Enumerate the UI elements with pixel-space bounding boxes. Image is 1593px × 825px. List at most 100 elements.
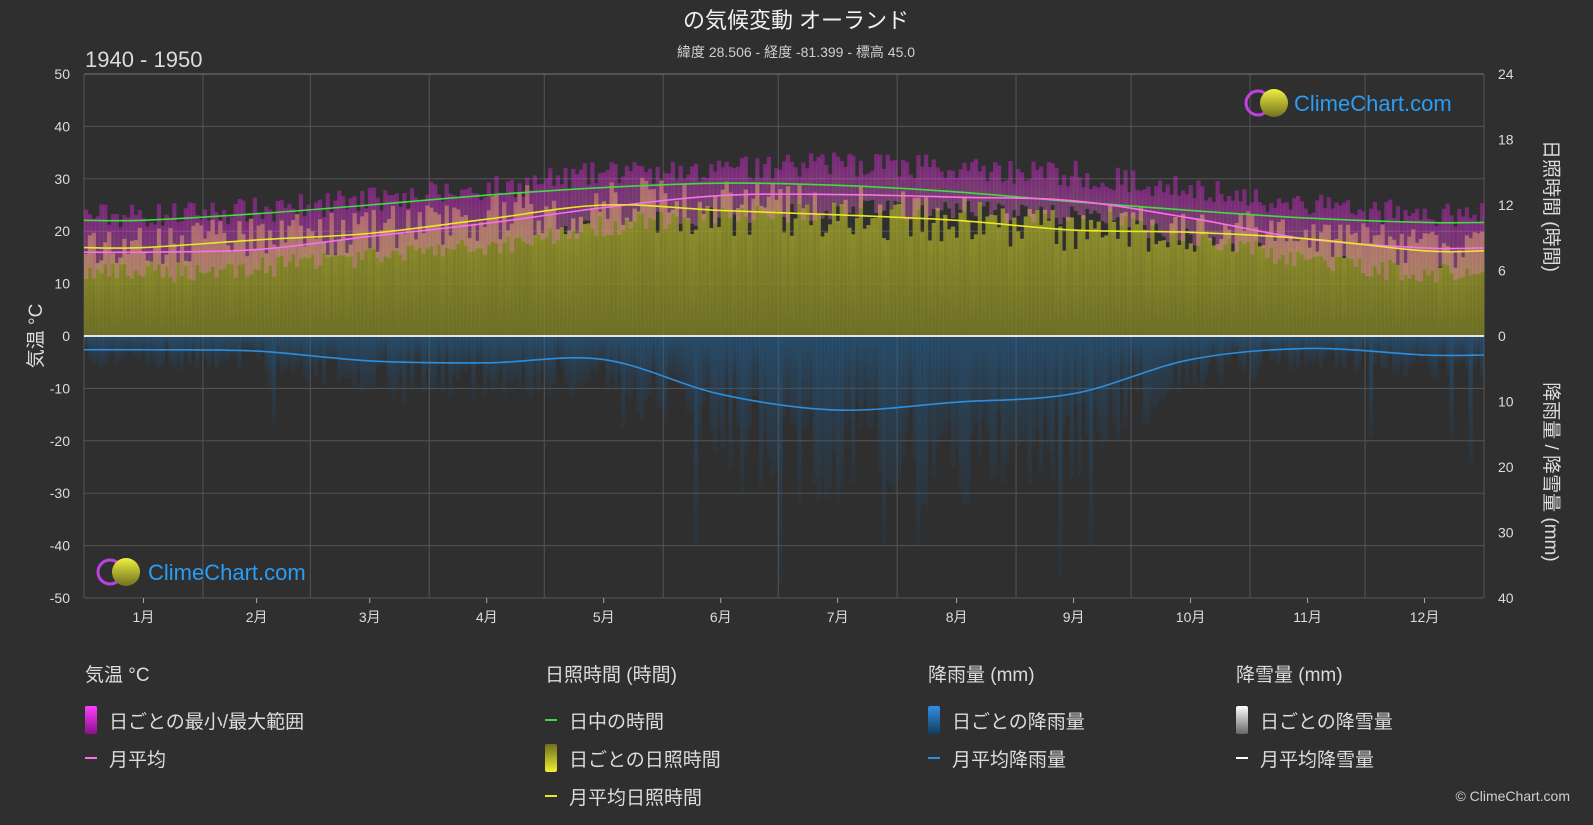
daily-temp-range-bar <box>927 166 933 216</box>
daily-rain-bar <box>724 336 729 390</box>
y-tick-label-right-top: 0 <box>1498 328 1506 344</box>
daily-temp-range-bar <box>808 153 814 221</box>
daily-sunshine-bar <box>482 226 488 336</box>
daily-rain-bar <box>732 336 737 392</box>
daily-rain-bar <box>1403 336 1408 377</box>
daily-sunshine-bar <box>1380 224 1385 336</box>
daily-rain-bar <box>1008 336 1013 448</box>
daily-rain-bar <box>659 336 664 409</box>
daily-temp-range-bar <box>551 185 557 245</box>
daily-sunshine-bar <box>95 263 100 336</box>
daily-temp-range-bar <box>1223 201 1228 245</box>
daily-rain-bar <box>440 336 445 393</box>
daily-sunshine-bar <box>636 211 641 336</box>
daily-sunshine-bar <box>314 238 319 336</box>
daily-rain-bar <box>935 336 940 451</box>
daily-sunshine-bar <box>122 238 127 336</box>
daily-sunshine-bar <box>1031 213 1036 336</box>
daily-temp-range-bar <box>1464 207 1470 269</box>
daily-temp-range-bar <box>993 162 998 211</box>
daily-rain-bar <box>1434 336 1439 379</box>
daily-sunshine-bar <box>248 218 254 336</box>
daily-rain-bar <box>908 336 913 406</box>
daily-temp-range-bar <box>1411 213 1416 275</box>
daily-sunshine-bar <box>713 196 718 336</box>
daily-rain-bar <box>490 336 495 394</box>
daily-temp-range-bar <box>1138 190 1144 221</box>
daily-sunshine-bar <box>1441 243 1447 336</box>
daily-rain-bar <box>402 336 407 404</box>
daily-temp-range-bar <box>1468 218 1473 276</box>
daily-temp-range-bar <box>1399 222 1404 281</box>
daily-sunshine-bar <box>739 204 745 336</box>
daily-temp-range-bar <box>1157 180 1163 234</box>
daily-sunshine-bar <box>509 223 514 336</box>
daily-sunshine-bar <box>970 239 975 336</box>
daily-sunshine-bar <box>275 247 281 336</box>
daily-sunshine-bar <box>594 193 599 336</box>
daily-sunshine-bar <box>1250 215 1255 336</box>
daily-sunshine-bar <box>164 254 169 336</box>
daily-rain-bar <box>379 336 384 365</box>
daily-sunshine-bar <box>459 216 465 336</box>
daily-sunshine-bar <box>613 192 618 336</box>
daily-rain-bar <box>291 336 296 374</box>
daily-sunshine-bar <box>225 245 231 336</box>
daily-sunshine-bar <box>448 235 453 336</box>
daily-rain-bar <box>1177 336 1182 393</box>
daily-temp-range-bar <box>751 179 756 221</box>
daily-rain-bar <box>467 336 472 367</box>
daily-temp-range-bar <box>1303 208 1308 260</box>
daily-temp-range-bar <box>920 166 925 206</box>
daily-rain-bar <box>1414 336 1420 356</box>
daily-temp-range-bar <box>1445 203 1450 266</box>
daily-sunshine-bar <box>874 217 879 336</box>
daily-temp-range-bar <box>252 197 258 269</box>
daily-temp-range-bar <box>1472 214 1477 275</box>
daily-sunshine-bar <box>387 218 392 336</box>
x-tick-label: 7月 <box>827 609 849 625</box>
daily-rain-bar <box>1303 336 1308 365</box>
daily-sunshine-bar <box>114 262 119 336</box>
daily-temp-range-bar <box>214 212 219 278</box>
daily-rain-bar <box>1073 336 1078 406</box>
daily-temp-range-bar <box>337 190 342 256</box>
daily-rain-bar <box>1296 336 1301 369</box>
daily-sunshine-bar <box>1062 250 1067 336</box>
daily-temp-range-bar <box>950 170 956 219</box>
daily-temp-range-bar <box>225 223 231 264</box>
daily-sunshine-bar <box>440 244 445 336</box>
daily-temp-range-bar <box>613 164 618 222</box>
daily-sunshine-bar <box>924 197 929 336</box>
daily-rain-bar <box>1108 336 1113 394</box>
watermark-top: ClimeChart.com <box>1244 89 1452 117</box>
daily-sunshine-bar <box>1211 245 1216 336</box>
daily-temp-range-bar <box>778 169 783 215</box>
daily-temp-range-bar <box>1184 193 1190 229</box>
daily-temp-range-bar <box>655 166 660 212</box>
daily-sunshine-bar <box>513 202 518 336</box>
daily-sunshine-bar <box>993 215 998 336</box>
daily-rain-bar <box>1242 336 1247 375</box>
daily-temp-range-bar <box>839 160 844 206</box>
daily-temp-range-bar <box>594 183 599 236</box>
daily-rain-bar <box>1361 336 1366 352</box>
daily-temp-range-bar <box>582 163 587 221</box>
daily-temp-range-bar <box>747 177 752 223</box>
y-tick-label-right-bottom: 30 <box>1498 525 1514 541</box>
daily-rain-bar <box>505 336 511 383</box>
daily-temp-range-bar <box>1127 192 1132 227</box>
daily-rain-bar <box>436 336 442 367</box>
daily-sunshine-bar <box>1039 224 1044 336</box>
daily-sunshine-bar <box>797 185 802 336</box>
daily-rain-bar <box>429 336 434 396</box>
daily-temp-range-bar <box>1365 222 1370 277</box>
y-tick-label-right-bottom: 10 <box>1498 394 1514 410</box>
daily-temp-range-bar <box>862 174 867 201</box>
daily-temp-range-bar <box>1326 197 1331 268</box>
daily-sunshine-bar <box>402 233 407 336</box>
daily-temp-range-bar <box>1008 161 1013 221</box>
daily-sunshine-bar <box>885 240 890 336</box>
daily-sunshine-bar <box>893 204 898 336</box>
daily-sunshine-bar <box>927 240 933 336</box>
